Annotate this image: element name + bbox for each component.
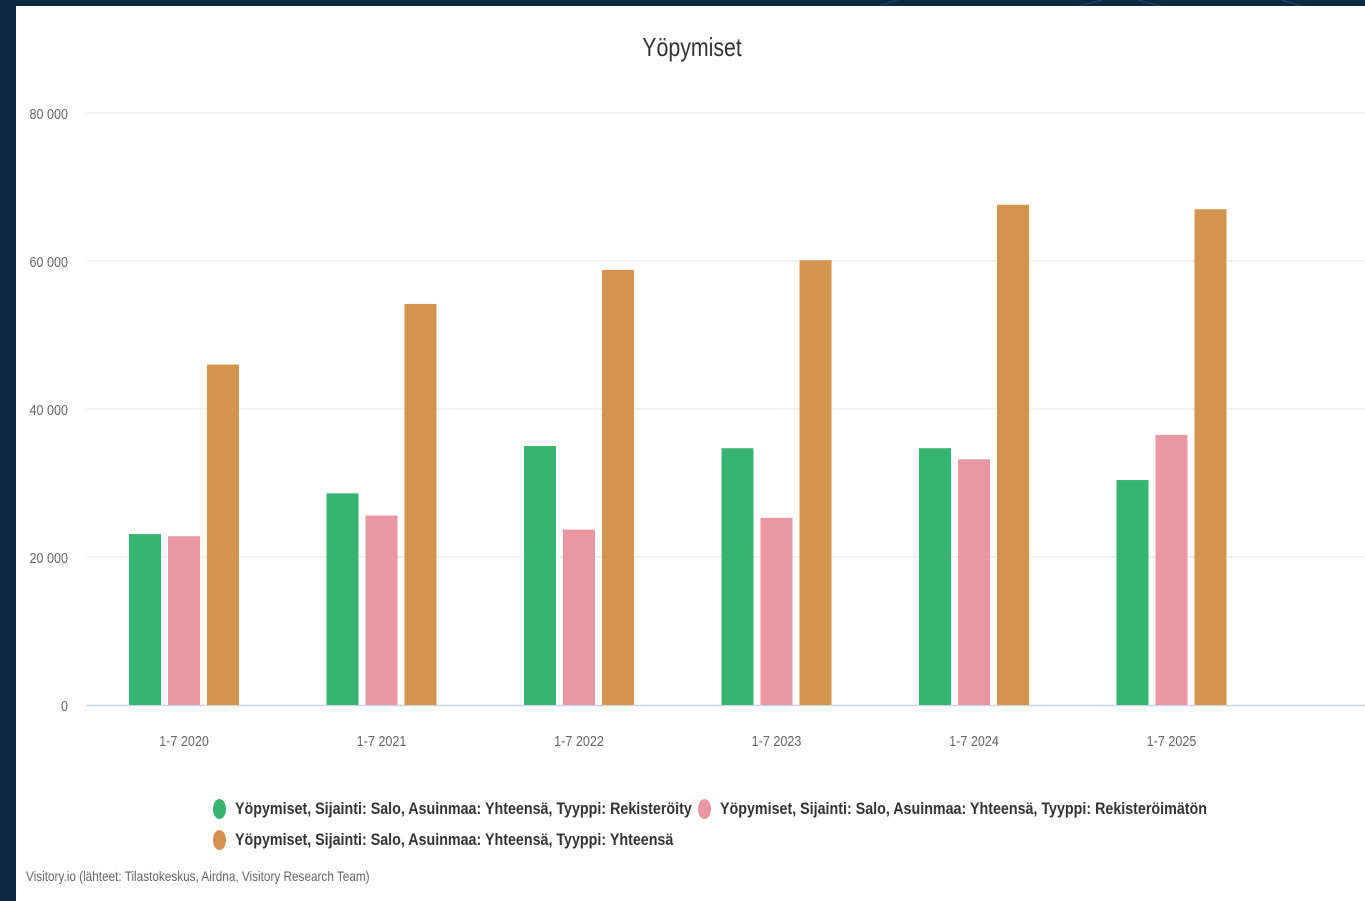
x-tick-label: 1-7 2022 (554, 732, 604, 749)
legend-label: Yöpymiset, Sijainti: Salo, Asuinmaa: Yht… (235, 830, 674, 849)
legend-item-rekisteroity[interactable]: Yöpymiset, Sijainti: Salo, Asuinmaa: Yht… (213, 799, 779, 819)
x-tick-label: 1-7 2025 (1147, 732, 1197, 749)
x-tick-label: 1-7 2021 (357, 732, 407, 749)
bar (326, 493, 359, 705)
legend-label: Yöpymiset, Sijainti: Salo, Asuinmaa: Yht… (235, 799, 692, 818)
bar (997, 204, 1029, 705)
y-tick-label: 0 (61, 697, 68, 714)
bar (1155, 434, 1188, 705)
y-tick-label: 60 000 (29, 253, 68, 270)
bar (760, 517, 793, 705)
legend-marker-icon (213, 799, 226, 819)
chart-title: Yöpymiset (642, 32, 742, 62)
bar (524, 446, 556, 705)
credits-text[interactable]: Visitory.io (lähteet: Tilastokeskus, Air… (26, 868, 370, 884)
y-tick-label: 20 000 (29, 549, 68, 566)
bar (207, 364, 239, 705)
y-tick-label: 80 000 (29, 105, 68, 122)
x-tick-label: 1-7 2023 (752, 732, 802, 749)
bar (958, 459, 990, 705)
bar (1116, 480, 1149, 705)
legend-item-yhteensa[interactable]: Yöpymiset, Sijainti: Salo, Asuinmaa: Yht… (213, 830, 757, 850)
x-tick-label: 1-7 2024 (949, 732, 999, 749)
bar (1194, 209, 1227, 705)
bar (919, 448, 951, 705)
bar (563, 529, 595, 705)
bar (799, 260, 832, 705)
legend-marker-icon (213, 830, 226, 850)
bar (168, 536, 200, 705)
bar (129, 534, 161, 705)
legend-marker-icon (698, 799, 711, 819)
bar (721, 448, 754, 705)
bar (404, 303, 437, 705)
chart-panel: Yöpymiset 0 20 000 40 000 60 000 80 000 1-7 2… (16, 6, 1365, 901)
y-tick-label: 40 000 (29, 401, 68, 418)
chart-plot-area: 0 20 000 40 000 60 000 80 000 1-7 2020 1-7 202… (29, 105, 1365, 749)
bar (602, 269, 634, 705)
x-tick-label: 1-7 2020 (159, 732, 209, 749)
legend-label: Yöpymiset, Sijainti: Salo, Asuinmaa: Yht… (720, 799, 1207, 818)
bar (365, 515, 398, 705)
legend-item-rekisteroimaton[interactable]: Yöpymiset, Sijainti: Salo, Asuinmaa: Yht… (698, 799, 1300, 819)
